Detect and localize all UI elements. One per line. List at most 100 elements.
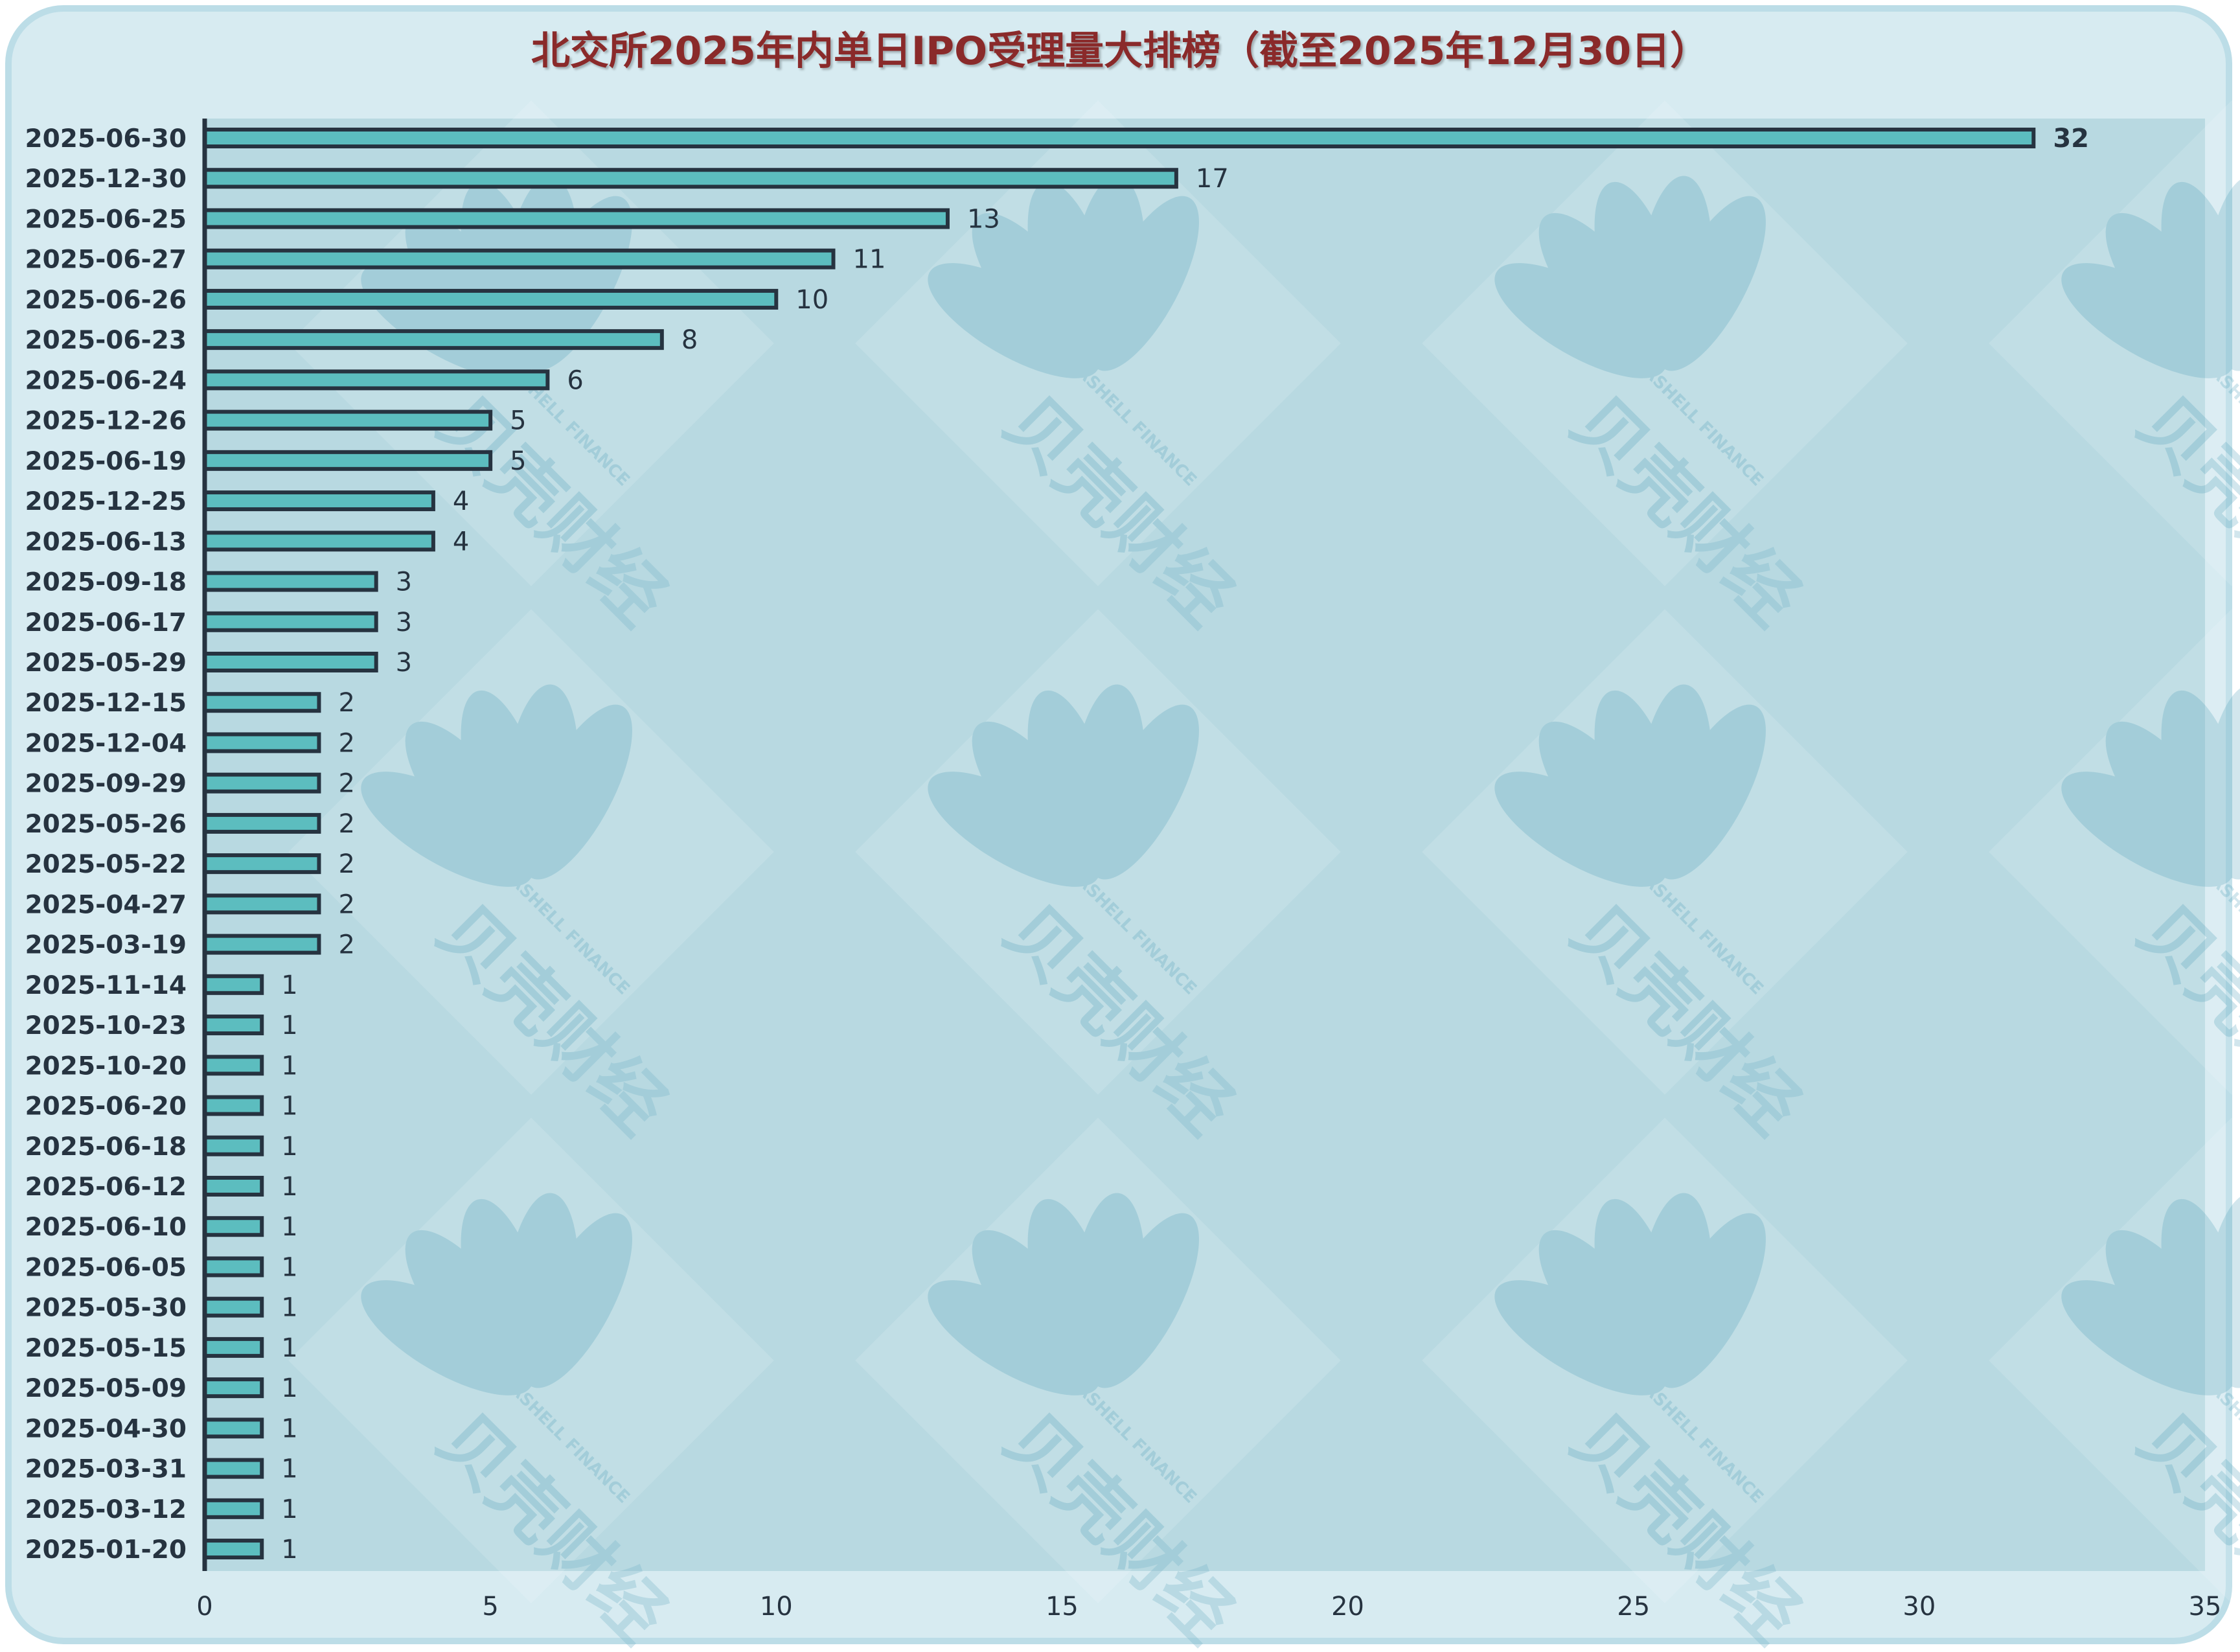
category-label: 2025-12-26 (25, 407, 187, 436)
bar (203, 288, 779, 310)
bar (203, 168, 1178, 189)
bar (203, 531, 435, 552)
data-label: 8 (681, 325, 698, 355)
x-tick-label: 5 (482, 1592, 498, 1622)
data-label: 2 (338, 809, 354, 839)
category-label: 2025-05-26 (25, 810, 187, 839)
data-label: 2 (338, 849, 354, 879)
bar (203, 450, 493, 471)
data-label: 1 (281, 1132, 297, 1162)
category-label: 2025-10-20 (25, 1051, 187, 1081)
bar (203, 208, 950, 229)
data-label: 1 (281, 1535, 297, 1565)
category-label: 2025-09-18 (25, 568, 187, 597)
category-label: 2025-10-23 (25, 1011, 187, 1040)
data-label: 5 (510, 446, 526, 476)
data-label: 2 (338, 930, 354, 960)
category-label: 2025-05-30 (25, 1294, 187, 1323)
category-label: 2025-03-31 (25, 1455, 187, 1484)
category-label: 2025-04-27 (25, 890, 187, 919)
data-label: 1 (281, 1373, 297, 1403)
x-tick-label: 10 (760, 1592, 793, 1622)
data-label: 32 (2053, 124, 2089, 154)
bar (203, 974, 264, 995)
data-label: 1 (281, 1011, 297, 1040)
x-tick-label: 35 (2189, 1592, 2222, 1622)
bar (203, 1055, 264, 1076)
chart-title: 北交所2025年内单日IPO受理量大排榜（截至2025年12月30日） (531, 29, 1709, 74)
x-tick-label: 30 (1903, 1592, 1936, 1622)
bar (203, 651, 378, 672)
data-label: 1 (281, 1172, 297, 1202)
category-label: 2025-03-19 (25, 931, 187, 960)
bar (203, 1458, 264, 1479)
category-label: 2025-06-27 (25, 246, 187, 275)
category-label: 2025-06-17 (25, 608, 187, 637)
category-label: 2025-05-15 (25, 1334, 187, 1363)
plot-area (205, 119, 2205, 1571)
bar (203, 611, 378, 632)
bar (203, 1377, 264, 1399)
bar (203, 571, 378, 592)
bars-group: 3217131110865544333222222211111111111111… (203, 124, 2089, 1565)
category-label: 2025-05-22 (25, 850, 187, 879)
bar (203, 369, 550, 391)
bar (203, 1015, 264, 1036)
category-label: 2025-06-10 (25, 1213, 187, 1242)
category-label: 2025-06-18 (25, 1132, 187, 1162)
category-label: 2025-06-30 (25, 124, 187, 154)
bar (203, 1175, 264, 1197)
data-label: 2 (338, 728, 354, 758)
bar (203, 490, 435, 512)
y-axis: 2025-06-30 2025-12-30 2025-06-25 2025-06-27… (25, 119, 207, 1571)
bar (203, 1296, 264, 1318)
category-label: 2025-12-30 (25, 165, 187, 194)
bar (203, 1417, 264, 1439)
x-tick-label: 0 (196, 1592, 212, 1622)
x-tick-label: 25 (1617, 1592, 1650, 1622)
category-label: 2025-01-20 (25, 1535, 187, 1565)
category-label: 2025-03-12 (25, 1495, 187, 1524)
category-label: 2025-06-12 (25, 1173, 187, 1202)
category-label: 2025-06-13 (25, 527, 187, 556)
data-label: 1 (281, 1051, 297, 1081)
category-label: 2025-12-04 (25, 729, 187, 758)
data-label: 5 (510, 406, 526, 436)
bar (203, 1256, 264, 1278)
bar (203, 128, 2036, 148)
category-label: 2025-11-14 (25, 971, 187, 1000)
data-label: 11 (853, 245, 886, 275)
data-label: 4 (453, 527, 469, 556)
data-label: 10 (795, 285, 829, 315)
data-label: 3 (396, 568, 412, 597)
data-label: 6 (567, 365, 583, 395)
data-label: 2 (338, 688, 354, 718)
data-label: 2 (338, 769, 354, 799)
bar (203, 692, 321, 713)
category-label: 2025-06-20 (25, 1092, 187, 1121)
category-label: 2025-05-09 (25, 1374, 187, 1403)
category-label: 2025-04-30 (25, 1414, 187, 1443)
category-label: 2025-06-05 (25, 1253, 187, 1282)
bar (203, 1216, 264, 1237)
data-label: 4 (453, 487, 469, 516)
bar (203, 248, 836, 270)
data-label: 1 (281, 1454, 297, 1484)
bar (203, 1498, 264, 1519)
category-label: 2025-09-29 (25, 770, 187, 799)
bar (203, 1135, 264, 1156)
category-label: 2025-12-25 (25, 487, 187, 516)
category-label: 2025-06-19 (25, 447, 187, 476)
category-label: 2025-06-23 (25, 326, 187, 355)
data-label: 1 (281, 1252, 297, 1282)
data-label: 3 (396, 608, 412, 637)
data-label: 1 (281, 1212, 297, 1242)
category-label: 2025-05-29 (25, 648, 187, 678)
data-label: 1 (281, 1293, 297, 1323)
data-label: 3 (396, 648, 412, 678)
data-label: 1 (281, 1333, 297, 1363)
